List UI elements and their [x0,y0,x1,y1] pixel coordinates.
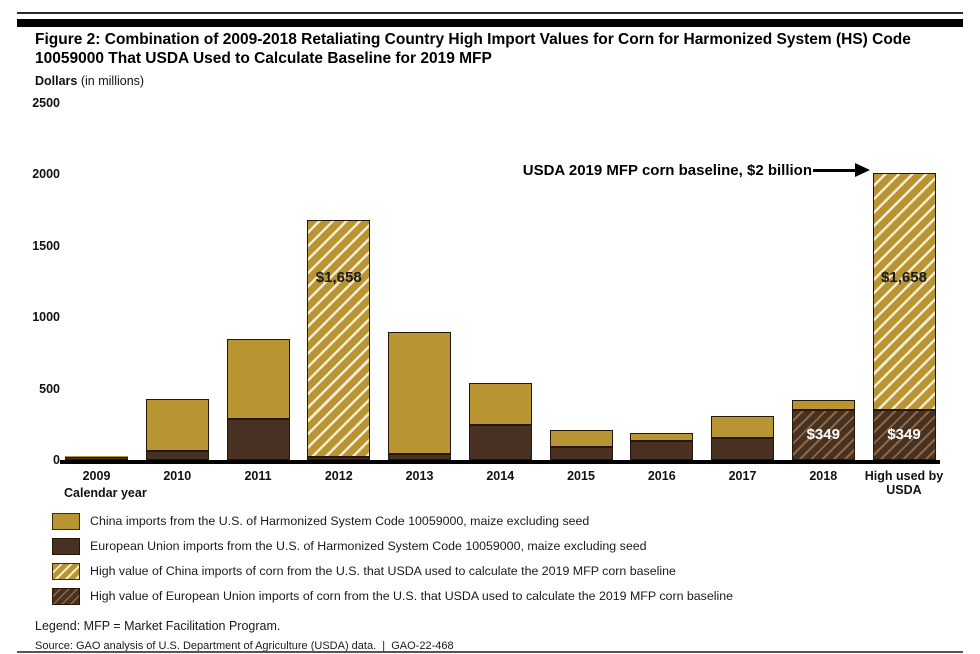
bar-value-label: $349 [806,426,840,444]
legend-swatch-eu_high [52,588,80,605]
legend-note: Legend: MFP = Market Facilitation Progra… [35,619,281,633]
legend-item-label: High value of China imports of corn from… [90,564,676,578]
bar-segment-eu [549,447,613,460]
annotation-label: USDA 2019 MFP corn baseline, $2 billion [522,162,812,179]
x-tick-label: 2016 [647,469,676,483]
bar-segment-china [145,399,209,451]
bar-segment-china_high [872,172,936,411]
legend-swatch-eu [52,538,80,555]
y-tick-label: 500 [39,381,60,396]
y-tick-label: 1500 [32,238,60,253]
annotation-arrow-head-icon [855,163,870,177]
bar-segment-china [711,415,774,438]
bar-segment-eu [468,424,532,460]
bar-segment-china [630,433,694,441]
x-tick-label: 2017 [728,469,757,483]
x-tick-label: 2011 [244,469,272,483]
x-tick-label: 2009 [82,469,111,483]
x-tick-label: 2014 [486,469,515,483]
header-band [17,19,963,27]
bar-segment-china [791,400,855,411]
bar-segment-china_high [307,219,371,457]
y-tick-label: 2000 [32,167,60,181]
x-tick-label: High used by USDA [864,469,944,497]
bar-segment-eu [388,454,451,460]
bar-segment-eu [307,456,371,460]
y-tick-label: 1000 [32,310,60,324]
bar-segment-eu [145,450,209,460]
bar-segment-china [549,429,613,448]
bar-segment-eu [65,457,128,460]
figure-title: Figure 2: Combination of 2009-2018 Retal… [35,30,945,68]
y-axis-title-bold: Dollars [35,74,78,88]
top-rule [17,12,963,14]
legend-item-label: European Union imports from the U.S. of … [90,539,647,553]
x-axis-baseline [60,460,940,464]
bar-segment-china [65,456,128,458]
bar-segment-eu [630,440,694,460]
figure-title-line-2: 10059000 That USDA Used to Calculate Bas… [35,50,492,67]
bar-segment-china [388,332,451,455]
bar-segment-eu_high [791,410,855,460]
figure-title-line-1: Figure 2: Combination of 2009-2018 Retal… [35,31,911,48]
source-line: Source: GAO analysis of U.S. Department … [35,640,454,652]
legend-item-label: High value of European Union imports of … [90,589,734,603]
y-axis-title: Dollars (in millions) [35,74,144,88]
x-tick-label: 2015 [567,469,595,483]
bar-segment-eu [711,437,774,460]
bar-value-label: $349 [887,426,921,444]
annotation-arrow-line [813,169,856,172]
bar-segment-eu_high [872,410,936,460]
bar-segment-china [468,383,532,425]
bar-segment-china [226,339,290,420]
y-tick-label: 0 [53,453,60,467]
bottom-rule [17,651,963,653]
y-tick-label: 2500 [32,95,60,110]
bar-value-label: $1,658 [881,269,927,287]
x-tick-label: 2013 [405,469,434,483]
x-tick-label: 2018 [809,469,838,483]
legend-item-label: China imports from the U.S. of Harmonize… [90,514,590,528]
y-axis-title-note: (in millions) [77,74,145,88]
bar-segment-eu [226,419,290,460]
legend-swatch-china_high [52,563,80,580]
bar-value-label: $1,658 [315,269,362,287]
x-tick-label: 2012 [324,469,353,483]
x-axis-title: Calendar year [64,486,147,500]
legend-swatch-china [52,513,80,530]
x-tick-label: 2010 [163,469,192,483]
